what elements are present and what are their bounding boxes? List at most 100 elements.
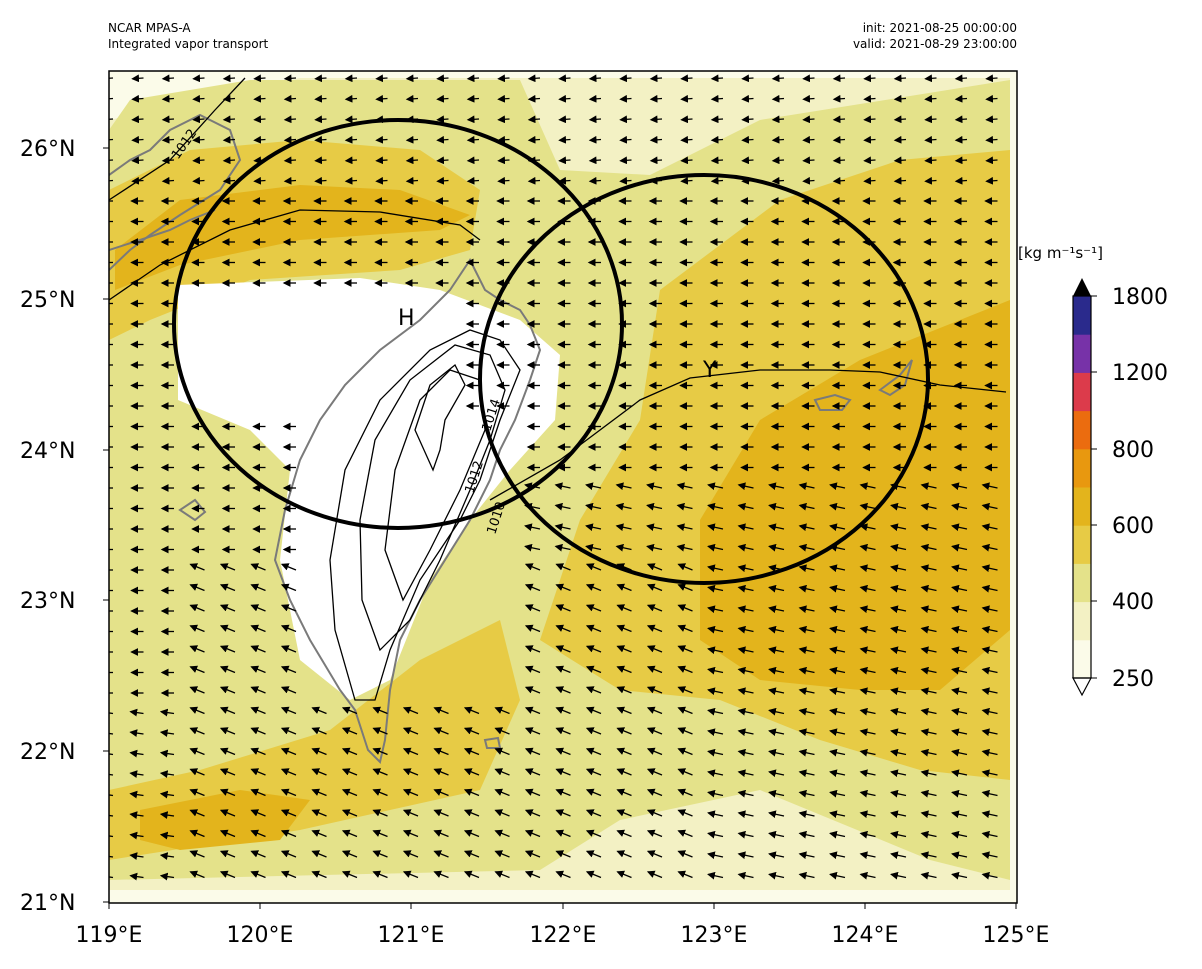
ivt-vector-arrow xyxy=(985,115,998,124)
ivt-vector-arrow xyxy=(585,523,602,532)
ivt-vector-arrow xyxy=(219,665,236,674)
ivt-vector-arrow xyxy=(192,156,205,165)
ivt-vector-arrow xyxy=(649,135,663,144)
ivt-vector-arrow xyxy=(314,176,327,185)
ivt-vector-arrow xyxy=(920,748,937,757)
colorbar-extend-max xyxy=(1073,278,1091,296)
ivt-vector-arrow xyxy=(737,625,754,634)
ivt-vector-arrow xyxy=(129,811,144,819)
ivt-vector-arrow xyxy=(890,830,907,839)
ivt-vector-arrow xyxy=(554,523,571,532)
ivt-vector-arrow xyxy=(616,788,632,797)
ivt-vector-arrow xyxy=(616,747,632,756)
ivt-vector-arrow xyxy=(311,768,327,776)
ivt-vector-arrow xyxy=(585,604,602,612)
ivt-vector-arrow xyxy=(737,769,754,778)
ivt-vector-arrow xyxy=(707,748,724,757)
ivt-vector-arrow xyxy=(192,135,205,144)
ivt-vector-arrow xyxy=(981,748,998,757)
ivt-vector-arrow xyxy=(555,768,571,776)
ivt-vector-arrow xyxy=(524,788,541,797)
ivt-vector-arrow xyxy=(161,74,175,83)
ivt-vector-arrow xyxy=(341,870,358,879)
ivt-vector-arrow xyxy=(344,74,358,83)
ivt-vector-arrow xyxy=(344,135,358,144)
ivt-vector-arrow xyxy=(920,789,937,798)
ivt-vector-arrow xyxy=(707,687,724,696)
ivt-vector-arrow xyxy=(890,687,907,696)
ivt-vector-arrow xyxy=(707,564,724,573)
ivt-vector-arrow xyxy=(981,830,998,839)
ivt-vector-arrow xyxy=(890,810,907,819)
ivt-vector-arrow xyxy=(109,159,114,161)
ivt-vector-arrow xyxy=(798,769,815,778)
lon-axis: 119°E 120°E 121°E 122°E 123°E 124°E 125°… xyxy=(76,903,1049,948)
ivt-vector-arrow xyxy=(616,870,632,879)
ivt-vector-arrow xyxy=(341,850,358,858)
ivt-band-600-north xyxy=(115,185,470,290)
ivt-vector-arrow xyxy=(463,727,480,735)
ivt-vector-arrow xyxy=(680,135,693,144)
ivt-vector-arrow xyxy=(372,809,388,817)
ivt-vector-arrow xyxy=(311,706,327,715)
ivt-vector-arrow xyxy=(494,829,510,838)
ivt-vector-arrow xyxy=(405,176,419,185)
ivt-vector-arrow xyxy=(402,829,419,838)
ivt-vector-arrow xyxy=(924,176,937,185)
ivt-vector-arrow xyxy=(280,665,297,674)
iriomote-coastline xyxy=(878,359,913,397)
ivt-vector-arrow xyxy=(981,564,998,573)
ivt-vector-arrow xyxy=(311,727,327,735)
ivt-vector-arrow xyxy=(829,769,846,778)
colorbar-segment xyxy=(1073,487,1091,526)
ivt-vector-arrow xyxy=(646,747,663,756)
ivt-vector-arrow xyxy=(798,666,815,675)
ivt-vector-arrow xyxy=(219,809,236,817)
ivt-vector-arrow xyxy=(981,728,998,737)
ivt-vector-arrow xyxy=(981,769,998,778)
ivt-vector-arrow xyxy=(585,747,602,756)
lon-tick-119: 119°E xyxy=(76,923,143,948)
ivt-vector-arrow xyxy=(863,94,876,103)
ivt-vector-arrow xyxy=(768,748,785,757)
model-name: NCAR MPAS-A xyxy=(108,21,191,35)
ivt-vector-arrow xyxy=(283,115,297,124)
ivt-vector-arrow xyxy=(646,768,663,776)
ivt-vector-arrow xyxy=(405,94,419,103)
colorbar-segment xyxy=(1073,334,1091,373)
ivt-vector-arrow xyxy=(527,94,541,103)
ivt-vector-arrow xyxy=(497,115,510,124)
ivt-vector-arrow xyxy=(737,584,754,593)
ivt-vector-arrow xyxy=(677,768,693,776)
ivt-vector-arrow xyxy=(646,482,663,491)
ivt-vector-arrow xyxy=(798,830,815,839)
ivt-vector-arrow xyxy=(129,729,144,737)
ivt-vector-arrow xyxy=(829,605,846,614)
ivt-vector-arrow xyxy=(924,74,937,83)
ivt-vector-arrow xyxy=(951,646,968,655)
ivt-vector-arrow xyxy=(890,666,907,675)
ivt-vector-arrow xyxy=(677,747,693,756)
china-coastline-south xyxy=(109,209,216,251)
lat-tick-22: 22°N xyxy=(20,740,75,765)
ivt-vector-arrow xyxy=(829,810,846,819)
ivt-vector-arrow xyxy=(280,563,297,571)
penghu-islands xyxy=(178,498,207,522)
ivt-vector-arrow xyxy=(890,625,907,634)
ivt-vector-arrow xyxy=(131,156,144,165)
ivt-vector-arrow xyxy=(616,645,632,653)
ivt-vector-arrow xyxy=(131,74,144,83)
ivt-vector-arrow xyxy=(829,625,846,634)
ivt-vector-arrow xyxy=(890,728,907,737)
isobar-outer xyxy=(329,329,521,701)
ivt-vector-arrow xyxy=(676,523,693,532)
ivt-vector-arrow xyxy=(189,727,205,735)
ivt-vector-arrow xyxy=(981,523,998,532)
ivt-vector-arrow xyxy=(161,94,175,103)
ivt-vector-arrow xyxy=(981,687,998,696)
ivt-vector-arrow xyxy=(524,747,541,756)
ivt-vector-arrow xyxy=(924,156,937,165)
ivt-vector-arrow xyxy=(189,583,205,592)
ivt-vector-arrow xyxy=(372,870,388,879)
lon-tick-121: 121°E xyxy=(378,923,445,948)
